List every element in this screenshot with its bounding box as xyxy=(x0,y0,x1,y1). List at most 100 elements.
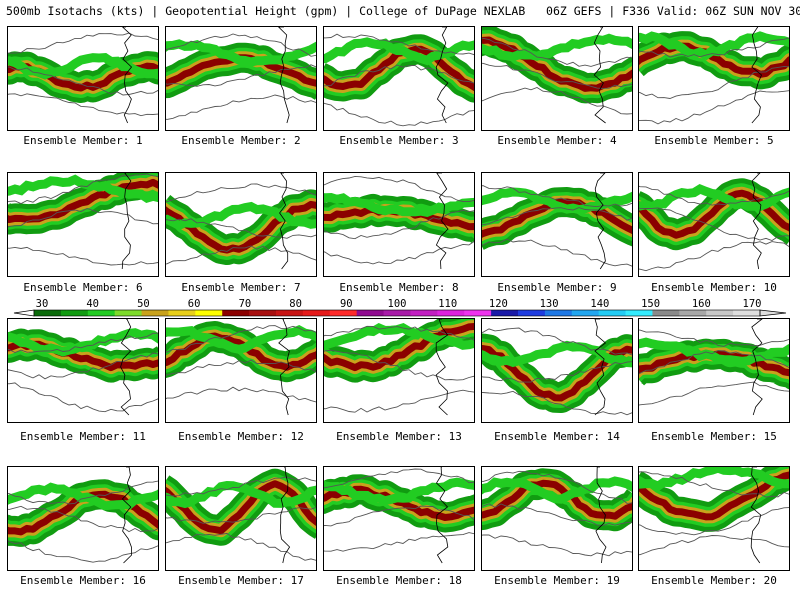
height-contour xyxy=(639,185,789,206)
jet-stream-band xyxy=(639,337,789,366)
height-contour xyxy=(166,386,316,403)
colorbar-min-arrow xyxy=(13,309,35,317)
coastline xyxy=(751,173,762,270)
coastline xyxy=(750,467,762,564)
jet-stream-band xyxy=(8,178,158,223)
coastline xyxy=(121,173,132,270)
ensemble-member-label: Ensemble Member: 20 xyxy=(651,574,777,587)
ensemble-member-label: Ensemble Member: 4 xyxy=(497,134,617,147)
height-contour xyxy=(324,209,474,240)
colorbar-graphic: 30 40 50 60 70 80 90 100 110 120 130 140 150 160 170 xyxy=(13,298,787,317)
colorbar-segment xyxy=(222,310,250,316)
height-contour xyxy=(8,66,158,96)
ensemble-member-label: Ensemble Member: 13 xyxy=(336,430,462,443)
ensemble-map-panel xyxy=(323,26,475,131)
ensemble-member-label: Ensemble Member: 11 xyxy=(20,430,146,443)
ensemble-member-label: Ensemble Member: 5 xyxy=(654,134,774,147)
colorbar-segment xyxy=(571,310,600,316)
height-contour xyxy=(639,37,789,58)
jet-stream-band xyxy=(166,325,316,354)
jet-stream-band xyxy=(482,340,632,368)
height-contour xyxy=(166,64,316,87)
isotach-map xyxy=(324,319,474,416)
ensemble-map-panel xyxy=(323,172,475,277)
height-contour xyxy=(8,173,158,205)
coastline xyxy=(278,319,290,416)
height-contour xyxy=(324,389,474,413)
jet-stream-band xyxy=(324,322,474,372)
height-contour xyxy=(482,207,632,226)
isotach-map xyxy=(639,319,789,416)
jet-stream-band xyxy=(639,467,789,492)
wind-speed-colorbar: 30 40 50 60 70 80 90 100 110 120 130 140 150 160 170 xyxy=(0,296,800,320)
chart-title: 500mb Isotachs (kts) | Geopotential Heig… xyxy=(6,4,800,18)
coastline xyxy=(435,173,449,270)
colorbar-segment xyxy=(114,310,143,316)
jet-stream-band xyxy=(8,53,158,80)
jet-stream-band xyxy=(482,476,632,504)
jet-stream-band xyxy=(639,183,789,212)
jet-stream-band xyxy=(166,39,316,67)
ensemble-map-panel xyxy=(481,26,633,131)
coastline xyxy=(120,319,132,416)
height-contour xyxy=(166,218,316,239)
height-contour xyxy=(166,476,316,497)
colorbar-segment xyxy=(276,310,304,316)
height-contour xyxy=(482,185,632,208)
colorbar-segment xyxy=(464,310,492,316)
isotach-map xyxy=(324,27,474,127)
colorbar-tick-label: 160 xyxy=(692,298,711,310)
colorbar-max-arrow xyxy=(759,309,787,317)
height-contour xyxy=(166,94,316,120)
ensemble-map-panel xyxy=(7,172,159,277)
jet-stream-band xyxy=(639,31,789,61)
ensemble-map-panel xyxy=(323,466,475,571)
ensemble-map-panel xyxy=(165,26,317,131)
isotach-map xyxy=(8,319,158,416)
ensemble-member-label: Ensemble Member: 14 xyxy=(494,430,620,443)
colorbar-segment xyxy=(625,310,653,316)
jet-stream-band xyxy=(639,42,789,78)
colorbar-tick-label: 110 xyxy=(438,298,457,310)
colorbar-border xyxy=(33,309,761,317)
ensemble-member-label: Ensemble Member: 18 xyxy=(336,574,462,587)
height-contour xyxy=(8,32,158,54)
ensemble-map-panel xyxy=(7,466,159,571)
coastline xyxy=(279,173,289,270)
ensemble-map-panel xyxy=(7,26,159,131)
colorbar-tick-label: 60 xyxy=(188,298,201,310)
height-contour xyxy=(166,33,316,57)
height-contour xyxy=(8,246,158,266)
height-contour xyxy=(639,350,789,375)
colorbar-segment xyxy=(491,310,519,316)
jet-stream-band xyxy=(482,36,632,92)
ensemble-member-label: Ensemble Member: 7 xyxy=(181,281,301,294)
colorbar-segment xyxy=(302,310,331,316)
isotach-map xyxy=(482,319,632,416)
height-contour xyxy=(324,175,474,203)
height-contour xyxy=(324,241,474,265)
ensemble-map-panel xyxy=(7,318,159,423)
height-contour xyxy=(166,245,316,265)
colorbar-tick-label: 140 xyxy=(590,298,609,310)
coastline xyxy=(435,467,449,564)
jet-stream-band xyxy=(324,477,474,506)
ensemble-member-label: Ensemble Member: 3 xyxy=(339,134,459,147)
ensemble-member-label: Ensemble Member: 15 xyxy=(651,430,777,443)
height-contour xyxy=(324,468,474,489)
colorbar-segment xyxy=(733,310,761,316)
colorbar-tick-label: 130 xyxy=(540,298,559,310)
height-contour xyxy=(482,87,632,115)
height-contour xyxy=(639,65,789,99)
coastline xyxy=(435,27,449,124)
ensemble-member-label: Ensemble Member: 6 xyxy=(23,281,143,294)
ensemble-map-panel xyxy=(481,466,633,571)
height-contour xyxy=(639,507,789,536)
colorbar-segment xyxy=(652,310,680,316)
coastline xyxy=(122,27,133,124)
isotach-map xyxy=(482,27,632,124)
coastline xyxy=(593,27,606,124)
colorbar-segment xyxy=(679,310,707,316)
isotach-map xyxy=(166,319,316,416)
isotach-map xyxy=(482,467,632,564)
